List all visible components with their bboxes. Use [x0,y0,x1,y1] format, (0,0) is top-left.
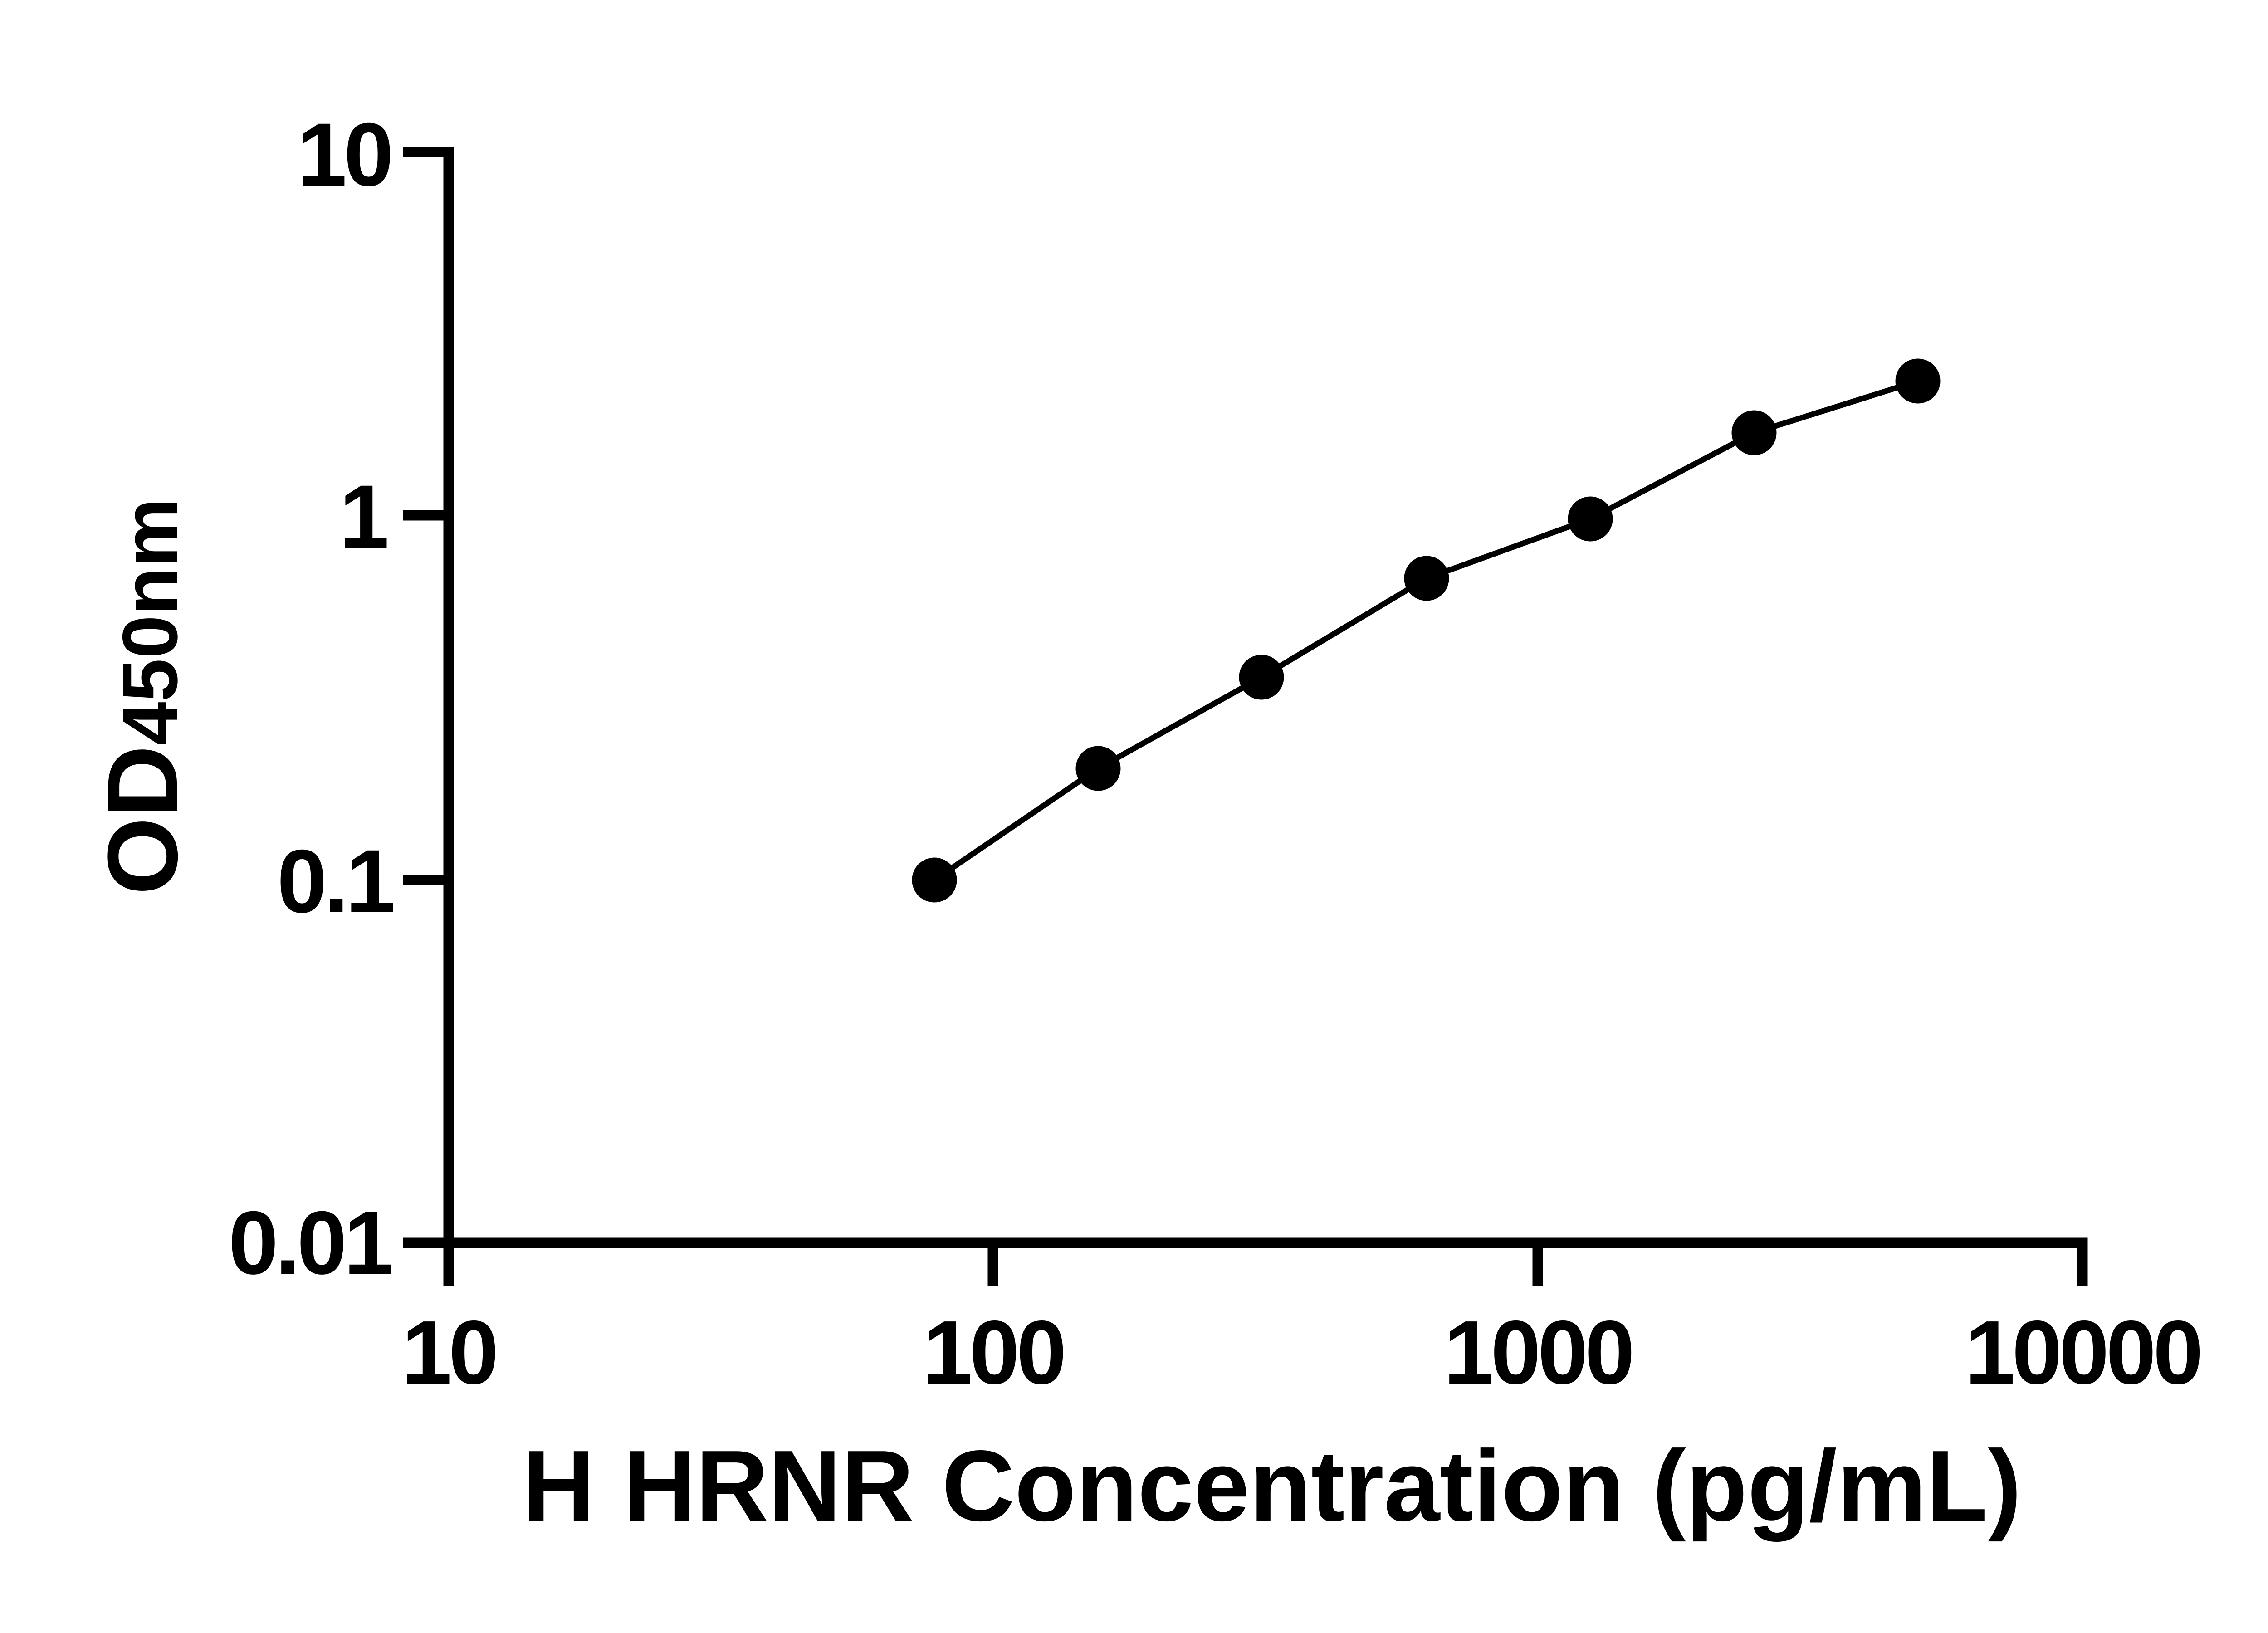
svg-text:1: 1 [339,466,389,567]
svg-text:100: 100 [922,1302,1063,1403]
svg-text:OD450nm: OD450nm [87,498,198,895]
svg-text:0.01: 0.01 [229,1193,391,1293]
svg-text:0.1: 0.1 [277,831,393,931]
svg-text:10000: 10000 [1965,1302,2200,1403]
svg-text:H HRNR Concentration (pg/mL): H HRNR Concentration (pg/mL) [522,1430,2021,1542]
svg-text:10: 10 [297,104,391,205]
svg-text:10: 10 [401,1302,495,1403]
svg-text:1000: 1000 [1444,1302,1632,1403]
